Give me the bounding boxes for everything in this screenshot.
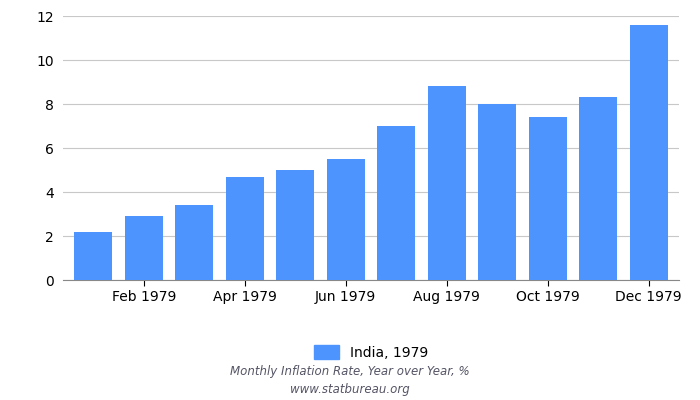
Bar [528,117,567,280]
Bar [327,159,365,280]
Bar [226,176,264,280]
Bar [428,86,466,280]
Text: Monthly Inflation Rate, Year over Year, %: Monthly Inflation Rate, Year over Year, … [230,366,470,378]
Bar [74,232,112,280]
Bar [630,25,668,280]
Bar [377,126,415,280]
Bar [478,104,516,280]
Bar [125,216,162,280]
Bar [580,97,617,280]
Text: www.statbureau.org: www.statbureau.org [290,384,410,396]
Bar [175,205,214,280]
Legend: India, 1979: India, 1979 [314,345,428,360]
Bar [276,170,314,280]
